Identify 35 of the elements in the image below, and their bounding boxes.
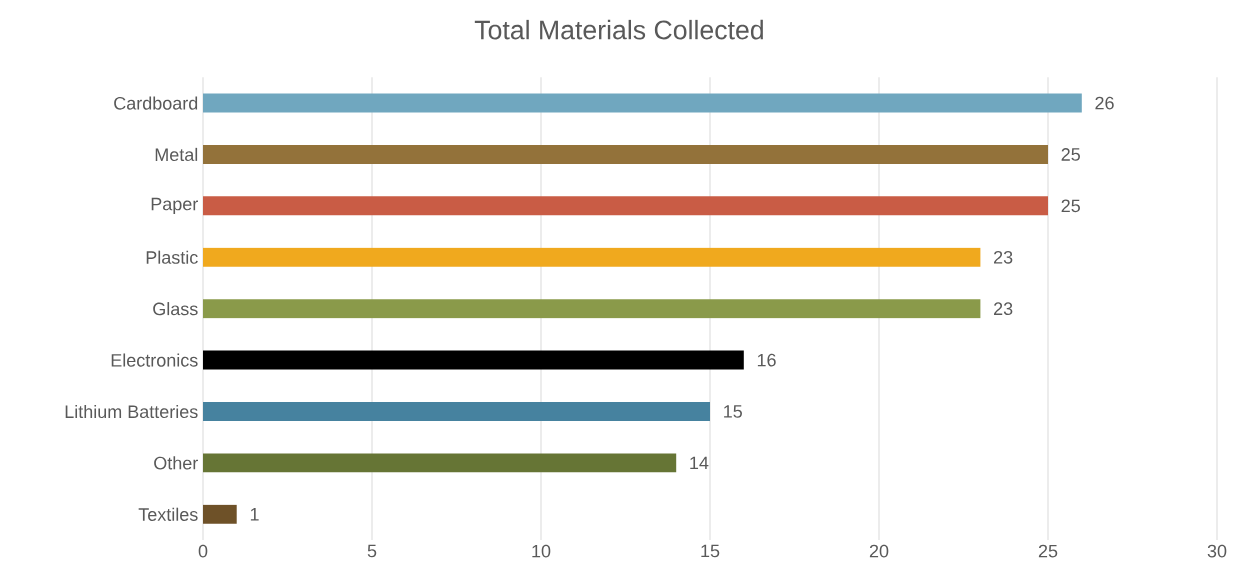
bar [203, 401, 710, 421]
y-tick-label: Other [154, 456, 198, 470]
data-label: 1 [250, 508, 259, 521]
x-tick-label: 20 [869, 544, 889, 558]
x-tick-label: 0 [198, 544, 208, 558]
data-label: 25 [1061, 199, 1080, 213]
data-label: 23 [994, 302, 1013, 316]
y-tick-label: Plastic [146, 250, 198, 264]
bar [203, 504, 237, 524]
x-tick-label: 25 [1038, 544, 1058, 558]
data-label: 15 [724, 405, 742, 418]
x-tick-label: 10 [532, 544, 551, 558]
data-label: 23 [994, 250, 1013, 264]
bar [203, 144, 1048, 164]
y-tick-label: Metal [155, 147, 198, 162]
y-tick-label: Glass [153, 302, 198, 316]
y-tick-label: Electronics [111, 353, 198, 367]
bar [203, 350, 744, 370]
bar [203, 453, 677, 473]
y-tick-label: Paper [151, 197, 198, 214]
y-tick-label: Textiles [138, 507, 198, 521]
bar [203, 196, 1048, 216]
data-label: 26 [1095, 96, 1114, 110]
bar [203, 93, 1082, 113]
chart-title: Total Materials Collected [474, 19, 763, 40]
y-tick-label: Lithium Batteries [65, 404, 198, 419]
data-label: 16 [757, 353, 776, 367]
data-label: 25 [1061, 148, 1080, 161]
data-label: 14 [690, 456, 709, 470]
x-tick-label: 15 [701, 544, 720, 558]
x-tick-label: 30 [1207, 544, 1227, 558]
bar [203, 247, 981, 267]
y-tick-label: Cardboard [114, 96, 198, 110]
bar [203, 299, 981, 319]
x-tick-label: 5 [367, 544, 377, 558]
